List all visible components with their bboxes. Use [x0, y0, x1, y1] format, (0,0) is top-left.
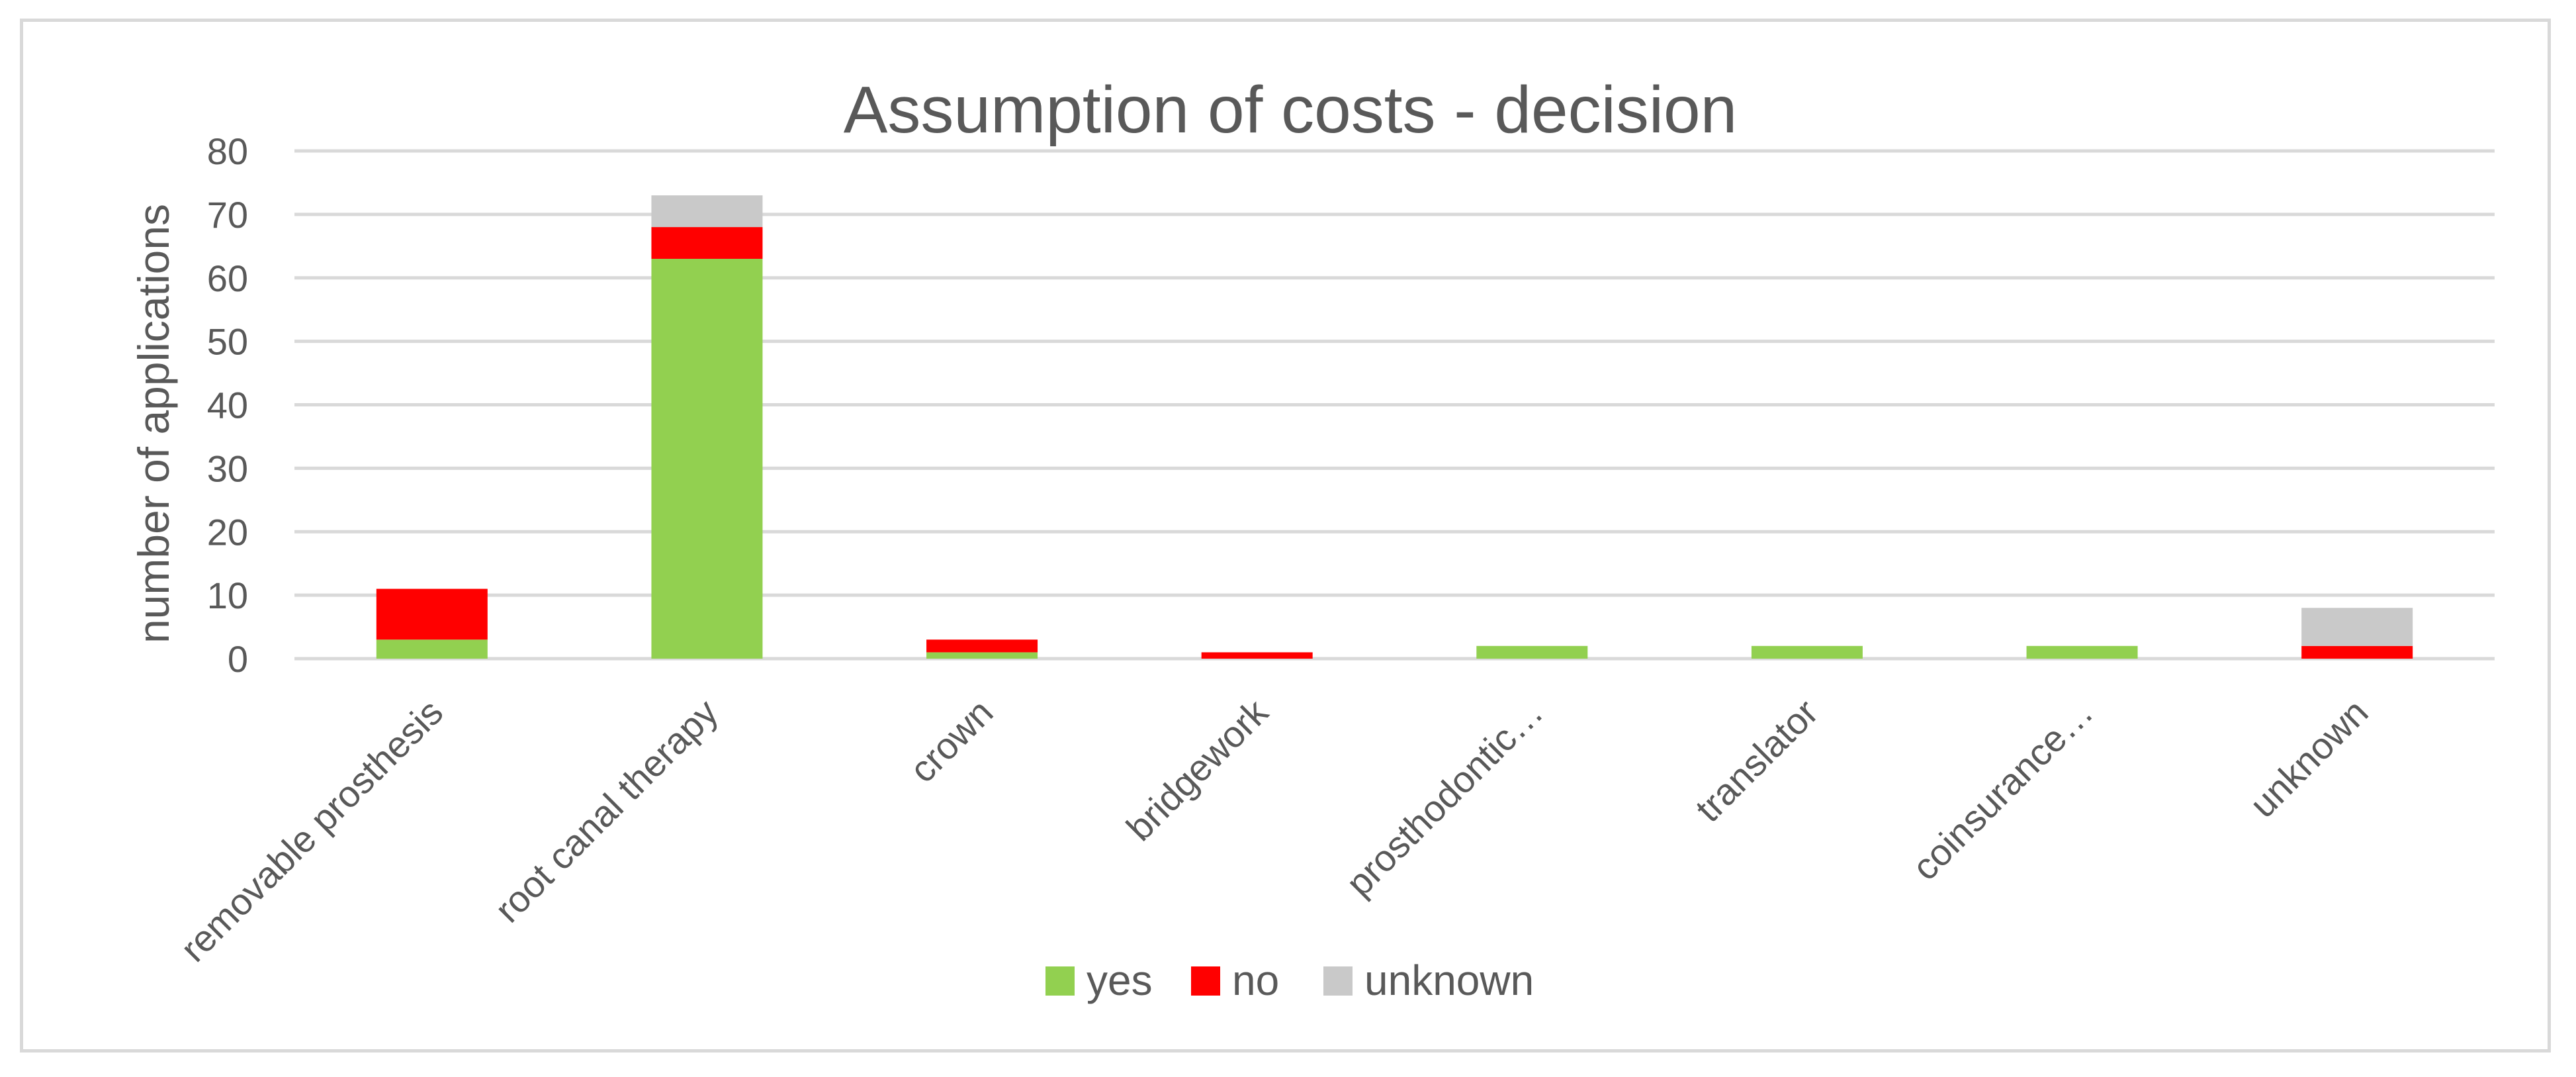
x-axis-tick-labels: removable prosthesis root canal therapy cr… [172, 690, 2376, 970]
bar-segment-no [2301, 645, 2413, 659]
legend: yes no unknown [1045, 957, 1534, 1004]
x-tick-label: root canal therapy [486, 691, 726, 931]
legend-label-unknown: unknown [1364, 957, 1534, 1004]
y-tick-label: 70 [207, 194, 248, 236]
y-tick-label: 20 [207, 511, 248, 553]
legend-swatch-yes [1045, 966, 1075, 996]
y-tick-label: 30 [207, 447, 248, 489]
y-tick-label: 60 [207, 258, 248, 299]
y-tick-label: 0 [228, 638, 248, 680]
bar-segment-yes [1476, 645, 1588, 659]
x-tick-label: coinsurance… [1904, 691, 2101, 888]
x-tick-label: prosthodontic… [1338, 691, 1551, 904]
y-tick-label: 80 [207, 130, 248, 172]
bar-segment-yes [651, 258, 763, 659]
bar-segment-yes [2026, 645, 2138, 659]
gridlines [294, 149, 2495, 661]
chart-frame [20, 19, 2551, 1053]
bar-segment-yes [376, 639, 488, 659]
legend-label-yes: yes [1087, 957, 1153, 1004]
y-tick-label: 10 [207, 575, 248, 616]
legend-swatch-no [1191, 966, 1220, 996]
bar-segment-unknown [2301, 608, 2413, 646]
bar-segment-no [1201, 652, 1313, 659]
x-tick-label: removable prosthesis [172, 691, 451, 970]
x-tick-label: translator [1687, 691, 1826, 830]
bars [376, 195, 2413, 659]
x-tick-label: bridgework [1118, 690, 1276, 849]
y-tick-label: 50 [207, 321, 248, 363]
bar-segment-no [651, 227, 763, 259]
y-tick-label: 40 [207, 385, 248, 426]
legend-label-no: no [1232, 957, 1279, 1004]
x-tick-label: crown [901, 691, 1000, 790]
legend-swatch-unknown [1323, 966, 1353, 996]
y-axis-tick-labels: 0 10 20 30 40 50 60 70 80 [207, 130, 248, 680]
bar-segment-yes [926, 652, 1038, 659]
bar-segment-no [376, 588, 488, 640]
bar-segment-unknown [651, 195, 763, 228]
x-tick-label: unknown [2242, 691, 2376, 825]
bar-segment-yes [1751, 645, 1863, 659]
bar-segment-no [926, 639, 1038, 653]
y-axis-title: number of applications [129, 204, 178, 643]
chart-title: Assumption of costs - decision [844, 73, 1738, 147]
